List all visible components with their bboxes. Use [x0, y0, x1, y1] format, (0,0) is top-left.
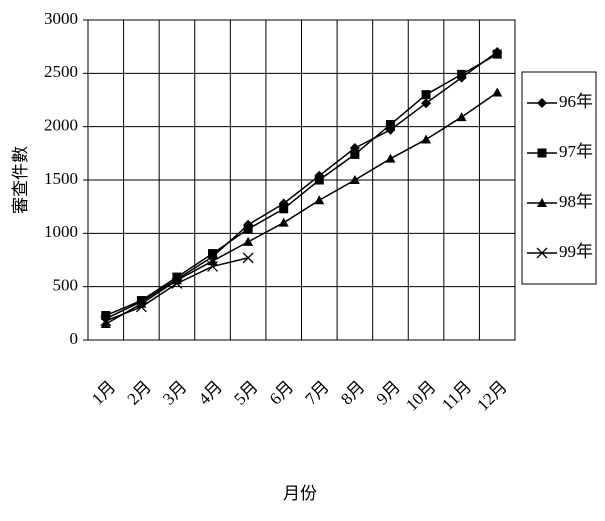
marker: [385, 120, 395, 130]
marker-stroke: [242, 252, 254, 264]
y-tick-label: 1500: [44, 169, 78, 188]
marker: [492, 87, 503, 97]
marker-stroke: [207, 260, 219, 272]
y-tick-label: 2500: [44, 62, 78, 81]
marker: [208, 249, 218, 259]
x-tick-label: 12月: [473, 377, 510, 414]
series-line: [105, 51, 498, 320]
marker: [457, 69, 467, 79]
marker: [421, 90, 431, 100]
marker: [421, 98, 432, 109]
marker: [385, 153, 396, 163]
marker: [101, 310, 111, 320]
x-tick-label: 7月: [301, 377, 332, 408]
x-axis-title: 月份: [283, 484, 317, 503]
legend-label: 98年: [559, 192, 593, 211]
marker: [492, 49, 502, 59]
x-tick-label: 8月: [337, 377, 368, 408]
y-tick-label: 0: [70, 329, 79, 348]
x-tick-label: 3月: [159, 377, 190, 408]
legend-label: 99年: [559, 242, 593, 261]
marker: [421, 134, 432, 144]
legend: 96年 97年 98年 99年: [521, 71, 597, 285]
marker-stroke: [100, 315, 112, 327]
x-tick-label: 2月: [123, 377, 154, 408]
marker: [243, 236, 254, 246]
marker: [279, 204, 289, 214]
marker: [537, 98, 547, 108]
series-line: [105, 91, 498, 325]
marker: [456, 112, 467, 122]
legend-label: 97年: [559, 142, 593, 161]
marker: [350, 149, 360, 159]
y-tick-label: 1000: [44, 222, 78, 241]
marker: [278, 217, 289, 227]
marker: [207, 260, 219, 272]
marker: [135, 301, 147, 313]
marker: [242, 252, 254, 264]
marker: [171, 278, 183, 289]
marker-stroke: [135, 301, 147, 313]
marker: [314, 175, 324, 185]
marker: [100, 315, 112, 327]
marker-stroke: [536, 247, 548, 259]
y-tick-label: 2000: [44, 116, 78, 135]
y-tick-label: 500: [53, 276, 79, 295]
marker: [536, 247, 548, 259]
marker: [207, 256, 218, 266]
x-tick-label: 1月: [88, 377, 119, 408]
y-axis-title: 審查件數: [11, 146, 30, 214]
x-tick-label: 9月: [373, 377, 404, 408]
marker: [243, 224, 253, 234]
y-tick-label: 3000: [44, 9, 78, 28]
marker-stroke: [171, 278, 183, 289]
marker: [314, 195, 325, 205]
marker: [349, 175, 360, 184]
x-tick-label: 4月: [195, 377, 226, 408]
x-tick-label: 11月: [438, 377, 475, 414]
legend-box: [521, 71, 597, 285]
marker: [537, 198, 547, 207]
legend-label: 96年: [559, 92, 593, 111]
x-tick-label: 10月: [402, 377, 439, 414]
x-tick-label: 5月: [230, 377, 261, 408]
x-tick-label: 6月: [266, 377, 297, 408]
marker: [100, 319, 111, 328]
marker: [537, 148, 547, 158]
series-line: [105, 53, 498, 317]
